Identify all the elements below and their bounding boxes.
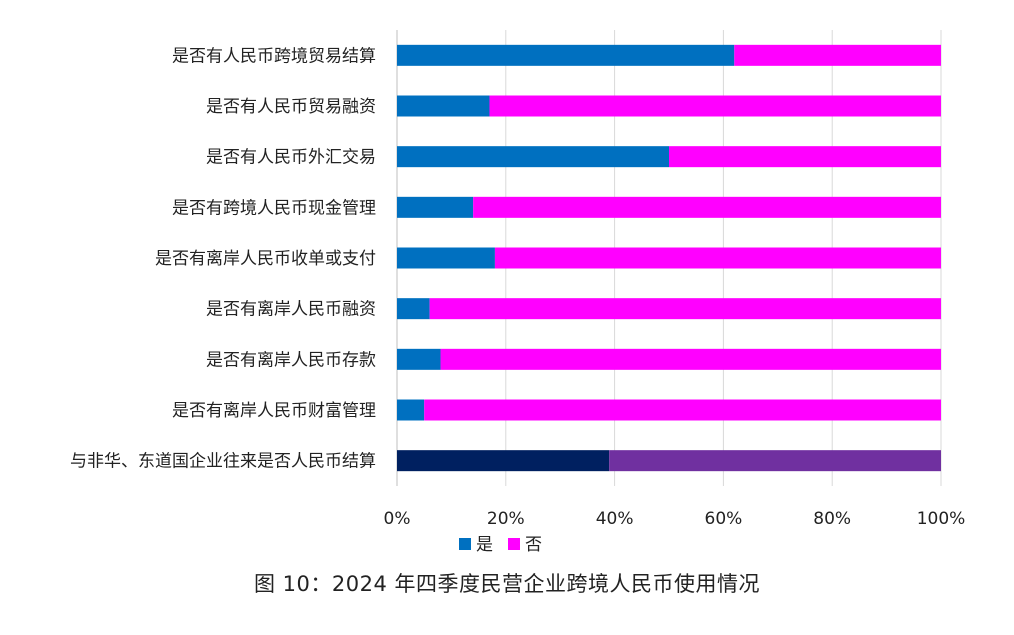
category-labels: 是否有人民币跨境贸易结算是否有人民币贸易融资是否有人民币外汇交易是否有跨境人民币… [70, 46, 376, 471]
category-label: 是否有离岸人民币财富管理 [172, 401, 376, 421]
x-tick-label: 80% [813, 509, 851, 529]
bar-segment-yes [397, 348, 441, 370]
bar-segment-yes [397, 399, 425, 421]
bar-segment-yes [397, 44, 735, 66]
category-label: 是否有离岸人民币存款 [206, 350, 376, 370]
bar-segment-yes [397, 298, 430, 320]
category-label: 与非华、东道国企业往来是否人民币结算 [70, 452, 376, 472]
bar-segment-yes [397, 196, 474, 218]
category-label: 是否有跨境人民币现金管理 [172, 198, 376, 218]
bar-segment-no [609, 450, 941, 472]
x-tick-label: 60% [705, 509, 743, 529]
x-tick-label: 20% [487, 509, 525, 529]
bar-segment-no [473, 196, 941, 218]
bar-segment-yes [397, 95, 490, 117]
bar-segment-no [494, 247, 941, 269]
bar-segment-no [734, 44, 941, 66]
legend-swatch-no [508, 538, 520, 550]
x-tick-label: 100% [917, 509, 966, 529]
category-label: 是否有人民币贸易融资 [206, 97, 376, 117]
stacked-bar-chart: 是否有人民币跨境贸易结算是否有人民币贸易融资是否有人民币外汇交易是否有跨境人民币… [70, 30, 966, 555]
bar-segment-yes [397, 450, 610, 472]
bar-segment-no [429, 298, 941, 320]
legend-swatch-yes [459, 538, 471, 550]
bar-segment-no [669, 146, 941, 168]
x-tick-label: 40% [596, 509, 634, 529]
bar-segment-yes [397, 247, 495, 269]
bar-segment-yes [397, 146, 669, 168]
x-tick-labels: 0% 20% 40% 60% 80% 100% [384, 509, 966, 529]
x-tick-label: 0% [384, 509, 411, 529]
bar-segment-no [489, 95, 941, 117]
legend-label-yes: 是 [476, 535, 493, 555]
bar-segment-no [424, 399, 941, 421]
category-label: 是否有离岸人民币融资 [206, 300, 376, 320]
bar-segment-no [440, 348, 941, 370]
category-label: 是否有人民币外汇交易 [206, 148, 376, 168]
legend-label-no: 否 [525, 535, 542, 555]
category-label: 是否有离岸人民币收单或支付 [155, 249, 376, 269]
legend: 是 否 [459, 535, 542, 555]
figure-caption: 图 10：2024 年四季度民营企业跨境人民币使用情况 [253, 572, 760, 596]
category-label: 是否有人民币跨境贸易结算 [172, 46, 376, 66]
bars [397, 44, 941, 472]
